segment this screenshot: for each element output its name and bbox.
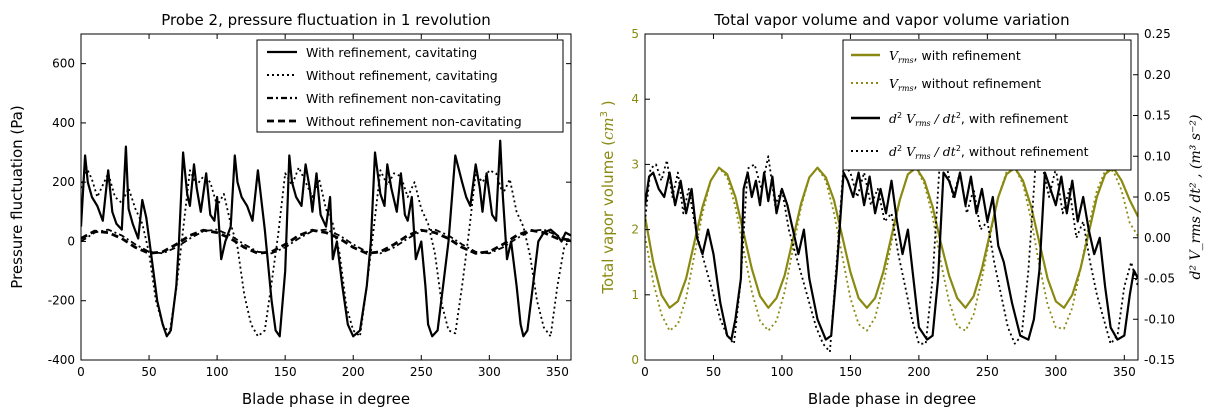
pressure-y-ticks: -400 -200 0 200 400 600 (48, 57, 571, 367)
legend-d2v-with-ref: d2 Vrms / dt2, with refinement (889, 111, 1068, 128)
svg-text:Total vapor volume (cm3 ): Total vapor volume (cm3 ) (599, 100, 617, 294)
y2-tick-label: -0.10 (1144, 312, 1175, 326)
y-tick-label: 400 (52, 116, 75, 130)
legend-label-without-ref-cav: Without refinement, cavitating (306, 68, 498, 83)
pressure-y-axis-label: Pressure fluctuation (Pa) (8, 105, 26, 288)
pressure-legend-box (256, 39, 564, 133)
vapor-ylabel-unit-sup: 3 (599, 111, 610, 117)
vapor-legend-box (842, 39, 1132, 171)
x-tick-label: 150 (839, 365, 862, 379)
legend-label-without-ref-noncav: Without refinement non-cavitating (306, 114, 522, 129)
x-tick-label: 250 (976, 365, 999, 379)
series-line-1-3 (645, 155, 1138, 353)
y-tick-label: 4 (631, 92, 639, 106)
legend-vrms-with-ref: Vrms, with refinement (889, 48, 1021, 65)
y-tick-label: 0 (631, 353, 639, 367)
x-tick-label: 200 (907, 365, 930, 379)
y2-tick-label: 0.00 (1144, 231, 1171, 245)
x-tick-label: 300 (478, 365, 501, 379)
x-tick-label: 150 (274, 365, 297, 379)
x-tick-label: 350 (546, 365, 569, 379)
legend-label-with-ref-cav: With refinement, cavitating (306, 45, 477, 60)
pressure-x-ticks: 0 50 100 150 200 250 300 350 (77, 34, 569, 379)
y2-tick-label: -0.15 (1144, 353, 1175, 367)
x-tick-label: 300 (1044, 365, 1067, 379)
x-tick-label: 100 (206, 365, 229, 379)
x-tick-label: 250 (410, 365, 433, 379)
vapor-ylabel-unit: cm (599, 117, 617, 140)
pressure-chart-title: Probe 2, pressure fluctuation in 1 revol… (161, 11, 491, 29)
series-line-1-1 (645, 166, 1138, 332)
y-tick-label: 3 (631, 157, 639, 171)
vapor-x-ticks: 0 50 100 150 200 250 300 350 (641, 34, 1136, 379)
legend-label-with-ref-noncav: With refinement non-cavitating (306, 91, 501, 106)
vapor-chart-title: Total vapor volume and vapor volume vari… (713, 11, 1069, 29)
y2-tick-label: 0.15 (1144, 109, 1171, 123)
x-tick-label: 200 (342, 365, 365, 379)
y2-tick-label: -0.05 (1144, 272, 1175, 286)
series-line-1-0 (645, 166, 1138, 309)
y-tick-label: 1 (631, 288, 639, 302)
vapor-ylabel-main: Total vapor volume (599, 151, 617, 295)
y2-tick-label: 0.10 (1144, 149, 1171, 163)
vapor-chart: Total vapor volume and vapor volume vari… (599, 11, 1204, 408)
vapor-legend: Vrms, with refinement Vrms, without refi… (842, 39, 1132, 171)
y-tick-label: 600 (52, 57, 75, 71)
pressure-x-axis-label: Blade phase in degree (242, 390, 410, 408)
series-line-1-2 (645, 171, 1138, 341)
pressure-plot-frame (80, 33, 572, 361)
y2-tick-label: 0.25 (1144, 27, 1171, 41)
pressure-series-group (81, 139, 571, 338)
vapor-left-y-axis-label: Total vapor volume (cm3 ) (599, 100, 617, 294)
series-line-0-1 (81, 166, 571, 338)
x-tick-label: 0 (641, 365, 649, 379)
y2-tick-label: 0.05 (1144, 190, 1171, 204)
y-tick-label: 2 (631, 223, 639, 237)
x-tick-label: 0 (77, 365, 85, 379)
y-tick-label: -200 (48, 294, 75, 308)
y2-tick-label: 0.20 (1144, 68, 1171, 82)
legend-vrms-without-ref: Vrms, without refinement (889, 76, 1041, 93)
vapor-left-y-ticks: 0 1 2 3 4 5 (631, 27, 650, 367)
pressure-chart: Probe 2, pressure fluctuation in 1 revol… (8, 11, 572, 408)
x-tick-label: 50 (141, 365, 156, 379)
legend-d2v-without-ref: d2 Vrms / dt2, without refinement (889, 144, 1089, 161)
x-tick-label: 50 (706, 365, 721, 379)
vapor-right-y-ticks: -0.15 -0.10 -0.05 0.00 0.05 0.10 0.15 0.20 0.25 (1133, 27, 1175, 367)
y-tick-label: -400 (48, 353, 75, 367)
y-tick-label: 5 (631, 27, 639, 41)
series-line-0-2 (81, 228, 571, 255)
vapor-series-group (645, 155, 1138, 353)
y-tick-label: 0 (67, 234, 75, 248)
vapor-right-y-axis-label: d² V_rms / dt² , (m³ s⁻²) (1188, 115, 1204, 280)
y-tick-label: 200 (52, 175, 75, 189)
series-line-0-0 (81, 139, 571, 338)
x-tick-label: 350 (1113, 365, 1136, 379)
vapor-x-axis-label: Blade phase in degree (808, 390, 976, 408)
x-tick-label: 100 (770, 365, 793, 379)
pressure-legend: With refinement, cavitating Without refi… (256, 39, 564, 133)
vapor-y2label: d² V_rms / dt² , (m³ s⁻²) (1188, 115, 1204, 280)
series-line-0-3 (81, 228, 571, 255)
